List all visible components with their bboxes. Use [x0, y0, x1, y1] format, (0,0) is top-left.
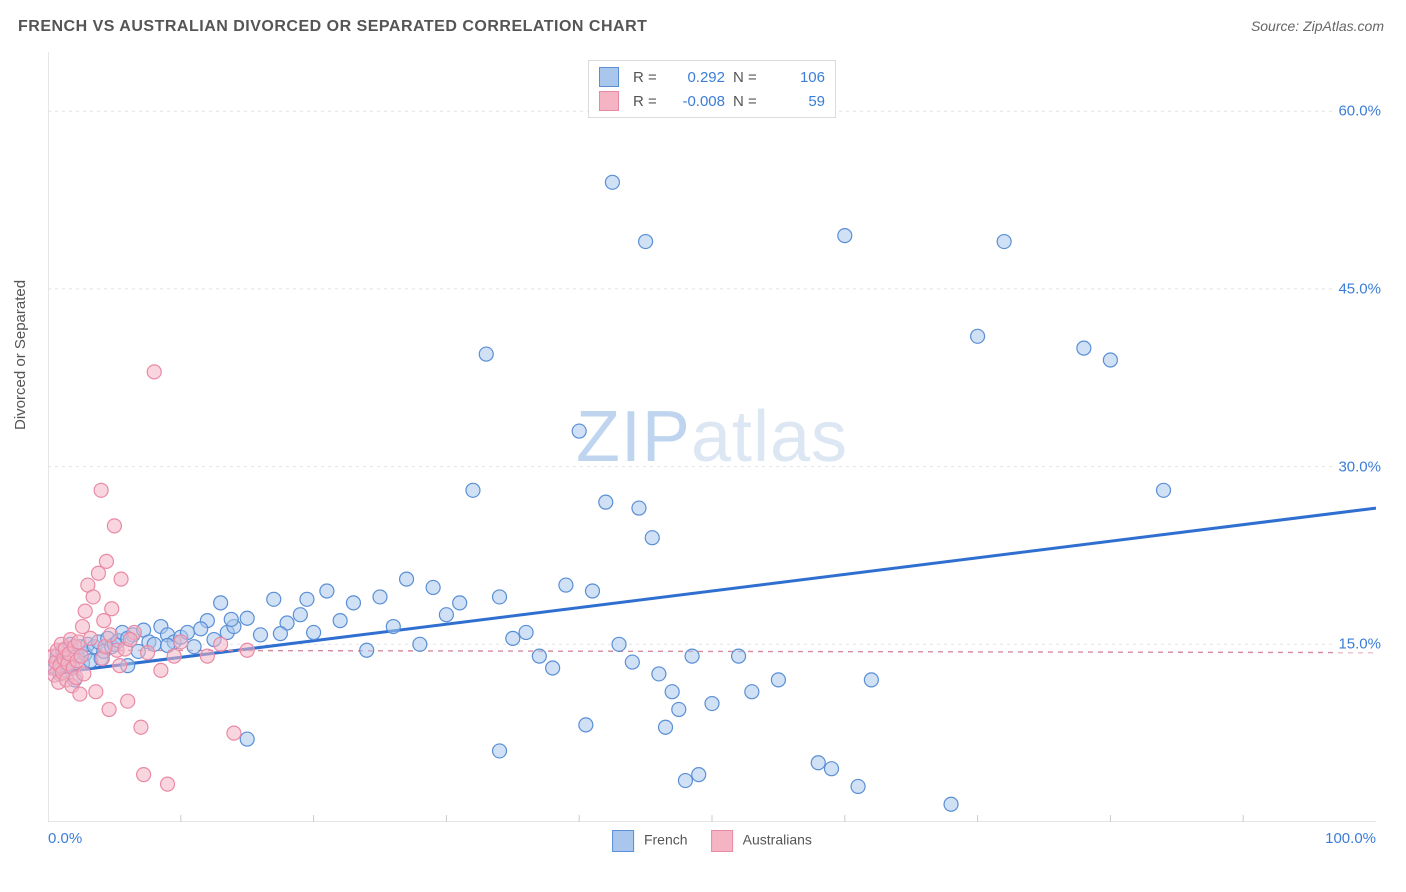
y-tick-label: 30.0%	[1334, 458, 1381, 475]
correlation-legend: R = 0.292 N = 106 R = -0.008 N = 59	[588, 60, 836, 118]
source-attribution: Source: ZipAtlas.com	[1251, 18, 1384, 34]
plot-area: ZIPatlas R = 0.292 N = 106 R = -0.008 N …	[48, 52, 1376, 822]
legend-swatch-australians	[712, 830, 734, 852]
y-axis-label: Divorced or Separated	[12, 280, 29, 430]
y-tick-label: 60.0%	[1334, 103, 1381, 120]
y-tick-label: 45.0%	[1334, 280, 1381, 297]
legend-label-french: French	[644, 832, 688, 848]
x-axis: 0.0% French Australians 100.0%	[48, 830, 1376, 860]
correlation-legend-row-1: R = 0.292 N = 106	[599, 65, 825, 89]
legend-swatch-blue	[599, 67, 619, 87]
legend-swatch-pink	[599, 91, 619, 111]
chart-title: FRENCH VS AUSTRALIAN DIVORCED OR SEPARAT…	[18, 18, 647, 36]
legend-swatch-french	[612, 830, 634, 852]
legend-label-australians: Australians	[743, 832, 812, 848]
x-axis-max: 100.0%	[1325, 830, 1376, 847]
x-axis-min: 0.0%	[48, 830, 82, 847]
y-tick-label: 15.0%	[1334, 636, 1381, 653]
correlation-legend-row-2: R = -0.008 N = 59	[599, 89, 825, 113]
series-legend: French Australians	[612, 830, 812, 852]
scatter-plot-svg	[48, 52, 1376, 822]
